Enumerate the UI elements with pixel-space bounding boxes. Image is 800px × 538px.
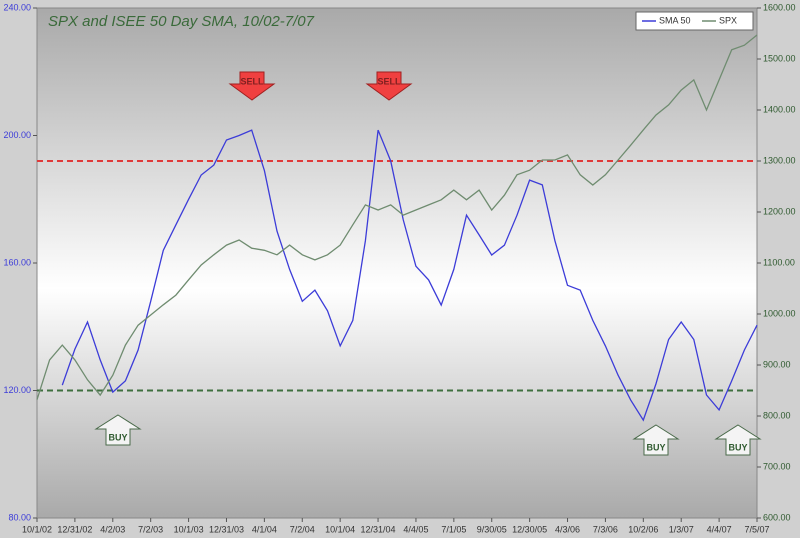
x-tick-label: 7/3/06: [593, 524, 618, 534]
annotation: SELL: [377, 76, 401, 86]
x-tick-label: 10/1/04: [325, 524, 355, 534]
x-tick-label: 10/2/06: [628, 524, 658, 534]
x-tick-label: 12/31/02: [57, 524, 92, 534]
y2-tick-label: 1000.00: [763, 308, 796, 318]
x-tick-label: 4/1/04: [252, 524, 277, 534]
x-tick-label: 12/31/04: [361, 524, 396, 534]
y2-tick-label: 1100.00: [763, 257, 795, 267]
y2-tick-label: 700.00: [763, 461, 791, 471]
x-tick-label: 4/2/03: [100, 524, 125, 534]
x-tick-label: 10/1/02: [22, 524, 52, 534]
y-tick-label: 240.00: [3, 2, 31, 12]
y2-tick-label: 1500.00: [763, 53, 796, 63]
y-tick-label: 80.00: [8, 512, 31, 522]
sell-arrow: [365, 71, 413, 101]
y2-tick-label: 900.00: [763, 359, 791, 369]
annotation: SELL: [240, 76, 264, 86]
legend-label: SMA 50: [659, 15, 691, 25]
x-tick-label: 7/5/07: [744, 524, 769, 534]
buy-arrow: [714, 424, 762, 456]
x-tick-label: 4/4/07: [707, 524, 732, 534]
y2-tick-label: 1300.00: [763, 155, 796, 165]
annotation: BUY: [728, 442, 747, 452]
y-tick-label: 120.00: [3, 385, 31, 395]
x-tick-label: 12/31/03: [209, 524, 244, 534]
x-tick-label: 7/2/04: [290, 524, 315, 534]
series-line: [61, 129, 758, 422]
x-tick-label: 9/30/05: [477, 524, 507, 534]
legend: [635, 11, 754, 31]
y2-tick-label: 1400.00: [763, 104, 796, 114]
annotation: BUY: [646, 442, 665, 452]
buy-arrow: [632, 424, 680, 456]
y-tick-label: 200.00: [3, 130, 31, 140]
y2-tick-label: 1600.00: [763, 2, 796, 12]
y2-tick-label: 1200.00: [763, 206, 796, 216]
x-tick-label: 1/3/07: [669, 524, 694, 534]
x-tick-label: 4/3/06: [555, 524, 580, 534]
buy-arrow: [94, 414, 142, 446]
annotation: BUY: [108, 432, 127, 442]
y-tick-label: 160.00: [3, 257, 31, 267]
x-tick-label: 7/1/05: [441, 524, 466, 534]
chart-title: SPX and ISEE 50 Day SMA, 10/02-7/07: [48, 13, 315, 30]
x-tick-label: 4/4/05: [403, 524, 428, 534]
x-tick-label: 10/1/03: [174, 524, 204, 534]
y2-tick-label: 800.00: [763, 410, 791, 420]
y2-tick-label: 600.00: [763, 512, 791, 522]
sell-arrow: [228, 71, 276, 101]
x-tick-label: 12/30/05: [512, 524, 547, 534]
series-line: [36, 34, 758, 400]
legend-label: SPX: [719, 15, 737, 25]
x-tick-label: 7/2/03: [138, 524, 163, 534]
